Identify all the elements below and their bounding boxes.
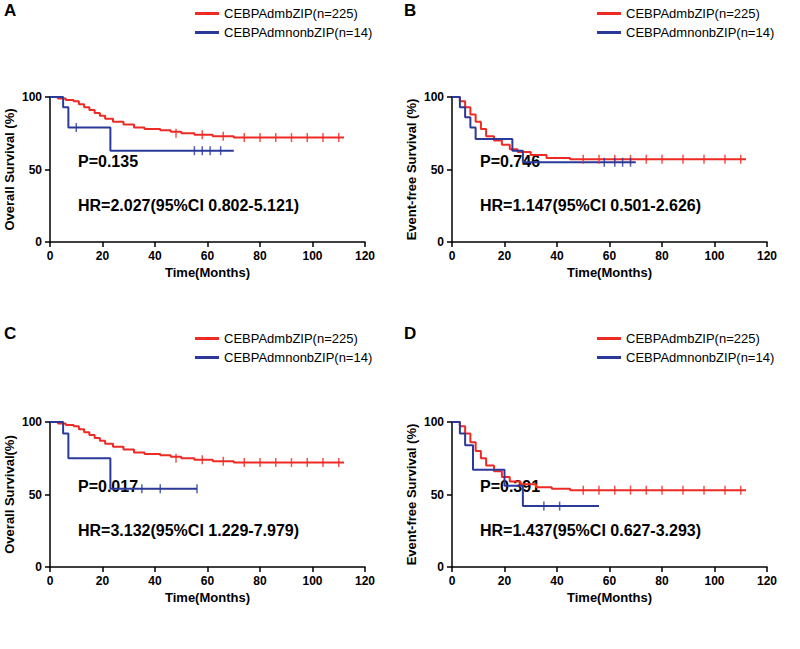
svg-text:0: 0 <box>449 574 456 588</box>
svg-text:B: B <box>404 1 416 20</box>
svg-text:Event-free Survival (%): Event-free Survival (%) <box>404 99 419 241</box>
svg-text:120: 120 <box>757 249 777 263</box>
svg-text:60: 60 <box>603 249 617 263</box>
svg-text:50: 50 <box>431 163 445 177</box>
svg-text:CEBPAdmnonbZIP(n=14): CEBPAdmnonbZIP(n=14) <box>224 25 372 40</box>
svg-text:0: 0 <box>449 249 456 263</box>
svg-text:P=0.017: P=0.017 <box>78 478 138 495</box>
svg-text:D: D <box>404 324 416 343</box>
svg-text:20: 20 <box>498 249 512 263</box>
svg-text:100: 100 <box>424 415 444 429</box>
svg-text:Time(Months): Time(Months) <box>567 265 652 280</box>
svg-text:80: 80 <box>655 574 669 588</box>
svg-text:CEBPAdmbZIP(n=225): CEBPAdmbZIP(n=225) <box>224 6 358 21</box>
svg-text:100: 100 <box>704 249 724 263</box>
svg-text:0: 0 <box>47 574 54 588</box>
svg-text:20: 20 <box>96 574 110 588</box>
svg-text:P=0.391: P=0.391 <box>480 477 541 495</box>
svg-text:60: 60 <box>603 574 617 588</box>
svg-text:Overall Survival (%): Overall Survival (%) <box>2 108 17 230</box>
svg-text:40: 40 <box>148 249 162 263</box>
svg-text:0: 0 <box>47 249 54 263</box>
svg-text:Overall Survival(%): Overall Survival(%) <box>2 435 17 554</box>
svg-text:80: 80 <box>655 249 669 263</box>
svg-text:HR=3.132(95%CI 1.229-7.979): HR=3.132(95%CI 1.229-7.979) <box>78 522 299 539</box>
svg-text:100: 100 <box>704 574 724 588</box>
svg-text:Time(Months): Time(Months) <box>165 265 250 280</box>
svg-text:60: 60 <box>201 574 215 588</box>
svg-text:0: 0 <box>437 235 444 249</box>
svg-text:0: 0 <box>437 560 444 574</box>
svg-text:HR=1.147(95%CI 0.501-2.626): HR=1.147(95%CI 0.501-2.626) <box>480 197 701 214</box>
svg-text:HR=2.027(95%CI 0.802-5.121): HR=2.027(95%CI 0.802-5.121) <box>78 197 299 214</box>
svg-text:A: A <box>4 1 16 20</box>
svg-text:0: 0 <box>35 560 42 574</box>
svg-text:P=0.746: P=0.746 <box>480 152 541 170</box>
svg-text:120: 120 <box>355 249 375 263</box>
svg-text:P=0.135: P=0.135 <box>78 153 138 170</box>
svg-text:40: 40 <box>148 574 162 588</box>
svg-text:50: 50 <box>431 488 445 502</box>
svg-text:20: 20 <box>498 574 512 588</box>
svg-text:100: 100 <box>302 574 322 588</box>
svg-text:20: 20 <box>96 249 110 263</box>
svg-text:100: 100 <box>424 90 444 104</box>
svg-text:80: 80 <box>253 249 267 263</box>
svg-text:50: 50 <box>29 488 43 502</box>
svg-text:HR=1.437(95%CI 0.627-3.293): HR=1.437(95%CI 0.627-3.293) <box>480 522 701 539</box>
svg-text:CEBPAdmbZIP(n=225): CEBPAdmbZIP(n=225) <box>626 6 760 21</box>
svg-text:40: 40 <box>550 574 564 588</box>
svg-text:100: 100 <box>302 249 322 263</box>
svg-text:60: 60 <box>201 249 215 263</box>
svg-text:Time(Months): Time(Months) <box>165 590 250 605</box>
svg-text:120: 120 <box>757 574 777 588</box>
svg-text:C: C <box>4 324 16 343</box>
svg-text:120: 120 <box>355 574 375 588</box>
svg-text:CEBPAdmnonbZIP(n=14): CEBPAdmnonbZIP(n=14) <box>626 350 774 365</box>
svg-text:40: 40 <box>550 249 564 263</box>
svg-text:50: 50 <box>29 163 43 177</box>
svg-text:CEBPAdmbZIP(n=225): CEBPAdmbZIP(n=225) <box>626 331 760 346</box>
svg-text:Event-free Survival (%): Event-free Survival (%) <box>404 424 419 566</box>
svg-text:CEBPAdmnonbZIP(n=14): CEBPAdmnonbZIP(n=14) <box>224 350 372 365</box>
svg-text:80: 80 <box>253 574 267 588</box>
svg-text:Time(Months): Time(Months) <box>567 590 652 605</box>
svg-text:CEBPAdmnonbZIP(n=14): CEBPAdmnonbZIP(n=14) <box>626 25 774 40</box>
svg-text:0: 0 <box>35 235 42 249</box>
svg-text:100: 100 <box>22 90 42 104</box>
svg-text:CEBPAdmbZIP(n=225): CEBPAdmbZIP(n=225) <box>224 331 358 346</box>
svg-text:100: 100 <box>22 415 42 429</box>
